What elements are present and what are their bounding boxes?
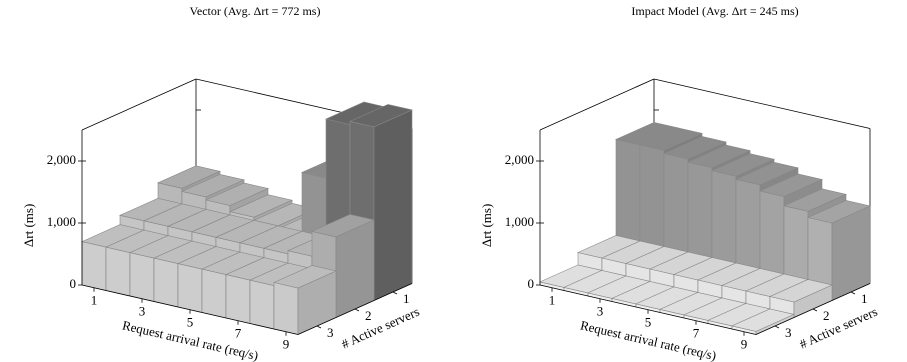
y-tick-label: 1 [861,291,868,306]
bar-front [225,274,251,324]
bar-top [735,161,799,186]
z-tick-label: 0 [70,276,77,291]
chart: Impact Model (Avg. Δrt = 245 ms) 0 1,000 2,… [479,4,880,362]
bar-top [639,127,703,151]
tick-mark [812,308,818,312]
chart: Vector (Avg. Δrt = 772 ms) 0 1,000 2,000 Δrt… [21,4,422,362]
axis-edge [653,78,871,129]
x-tick-label: 7 [693,326,700,341]
bar-front [177,263,203,313]
tick-mark [392,291,398,295]
bar-top [205,182,269,206]
z-tick-label: 2,000 [505,152,534,167]
z-axis-label: Δrt (ms) [479,204,494,247]
x-tick-label: 7 [235,326,242,341]
bar-top [229,194,293,218]
bar-side [373,109,413,301]
tick-mark [774,325,780,329]
z-tick-label: 2,000 [47,152,76,167]
x-tick-label: 9 [741,337,748,352]
bar-top [759,173,823,197]
z-tick-label: 0 [528,276,535,291]
y-tick-label: 3 [327,325,334,340]
bar-top [663,136,727,160]
bar-top [731,308,795,332]
bar-top [783,188,847,212]
chart-title: Vector (Avg. Δrt = 772 ms) [190,4,321,18]
z-axis-label: Δrt (ms) [21,204,36,247]
y-tick-label: 2 [365,308,372,323]
bar-front [201,268,227,319]
bar-top [311,214,375,238]
tick-mark [316,325,322,329]
x-tick-label: 3 [597,304,604,319]
chart-title: Impact Model (Avg. Δrt = 245 ms) [631,4,798,18]
bar-top [181,174,245,198]
z-tick-label: 1,000 [47,214,76,229]
z-tick-label: 1,000 [505,214,534,229]
x-tick-label: 1 [91,293,98,308]
x-tick-label: 5 [645,315,652,330]
bar-front [129,252,155,302]
bar-top [807,200,871,224]
axis-edge [539,78,655,131]
bar-front [153,257,179,308]
bar-front [105,246,131,297]
y-tick-label: 2 [823,308,830,323]
x-tick-label: 5 [187,315,194,330]
tick-mark [354,308,360,312]
y-tick-label: 3 [785,325,792,340]
x-tick-label: 1 [549,293,556,308]
bar-front [249,279,275,330]
bar-top [157,165,221,189]
bar-top [769,279,833,303]
tick-mark [850,291,856,295]
bar-front [81,241,107,291]
bar-front [273,282,299,335]
bar-top [349,104,413,128]
x-tick-label: 3 [139,304,146,319]
axis-edge [81,78,197,131]
y-tick-label: 1 [403,291,410,306]
bar-top [687,144,751,168]
x-tick-label: 9 [283,337,290,352]
bar-top [711,153,775,177]
bar-top [273,265,337,289]
